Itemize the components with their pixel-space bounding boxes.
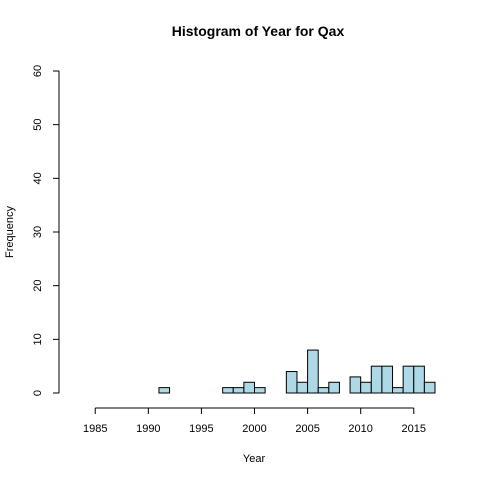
histogram-bar <box>285 371 298 394</box>
y-tick-label: 20 <box>32 280 44 292</box>
y-tick-label: 0 <box>32 390 44 396</box>
histogram-bar <box>328 381 340 394</box>
y-tick-label: 50 <box>32 119 44 131</box>
histogram-bar <box>349 376 362 394</box>
x-tick-label: 2015 <box>402 423 426 435</box>
y-tick-label: 40 <box>32 172 44 184</box>
chart-title: Histogram of Year for Qax <box>172 23 345 39</box>
histogram-bar <box>307 349 319 394</box>
histogram-bar <box>232 387 245 394</box>
x-axis-label: Year <box>243 453 266 465</box>
x-tick-label: 2000 <box>242 423 266 435</box>
histogram-bar <box>243 381 256 394</box>
y-tick-label: 30 <box>32 226 44 238</box>
x-tick-label: 1995 <box>189 423 213 435</box>
histogram-bar <box>158 387 171 394</box>
x-tick-label: 1985 <box>83 423 107 435</box>
histogram-bar <box>402 365 415 394</box>
x-axis: 1985 1990 1995 2000 2005 2010 2015 <box>83 407 426 435</box>
x-tick-label: 2010 <box>348 423 372 435</box>
x-tick-label: 1990 <box>136 423 160 435</box>
histogram-bar <box>360 381 372 394</box>
histogram-bars <box>158 349 436 394</box>
y-tick-label: 60 <box>32 65 44 77</box>
histogram-bar <box>423 381 436 394</box>
y-axis: 0 10 20 30 40 50 60 <box>32 65 60 396</box>
histogram-bar <box>254 387 266 394</box>
histogram-bar <box>370 365 383 394</box>
y-tick-label: 10 <box>32 333 44 345</box>
histogram-bar <box>222 387 234 394</box>
histogram-bar <box>317 387 330 394</box>
histogram-bar <box>296 381 309 394</box>
histogram-bar <box>392 387 404 394</box>
y-axis-label: Frequency <box>4 206 16 258</box>
histogram-bar <box>381 365 394 394</box>
x-tick-label: 2005 <box>295 423 319 435</box>
histogram-bar <box>413 365 425 394</box>
